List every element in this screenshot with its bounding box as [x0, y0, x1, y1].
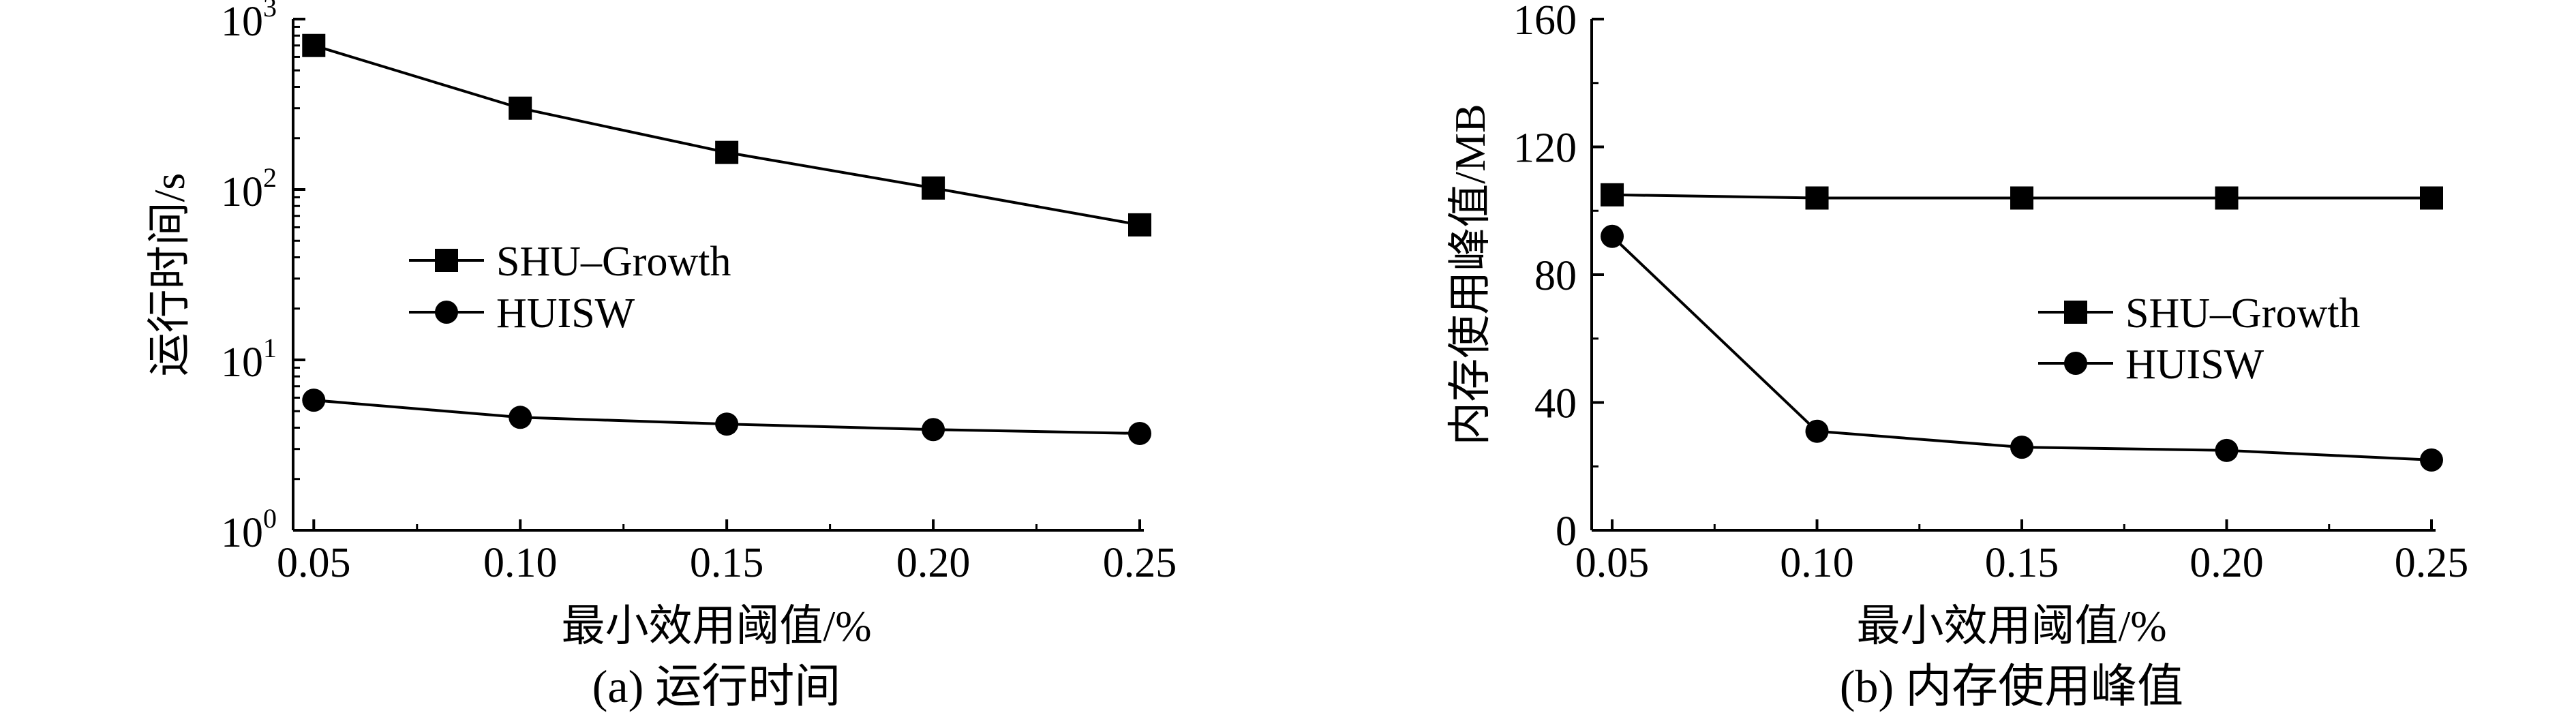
- legend-label: SHU–Growth: [496, 239, 731, 285]
- x-tick-label: 0.15: [1985, 540, 2059, 586]
- data-point-square: [2420, 186, 2443, 210]
- data-point-circle: [2420, 448, 2443, 472]
- data-point-square: [1805, 186, 1829, 210]
- y-tick-exponent: 3: [263, 0, 277, 22]
- data-point-circle: [509, 406, 532, 429]
- y-tick-label: 40: [1534, 381, 1577, 427]
- x-axis-label: 最小效用阈值/%: [1856, 602, 2166, 650]
- y-tick-base: 10: [221, 0, 263, 45]
- y-tick-base: 10: [221, 339, 263, 386]
- y-tick-label: 102: [221, 162, 277, 215]
- data-point-square: [922, 176, 945, 200]
- y-tick-base: 10: [221, 169, 263, 215]
- legend-marker-square: [435, 249, 458, 272]
- y-tick-label: 101: [221, 333, 277, 386]
- y-tick-label: 120: [1513, 125, 1577, 172]
- y-tick-exponent: 2: [263, 162, 277, 193]
- series-huisw: [1601, 224, 2443, 472]
- data-point-circle: [302, 389, 326, 412]
- y-axis-label: 内存使用峰值/MB: [1446, 104, 1494, 445]
- y-tick-label: 100: [221, 503, 277, 556]
- series-shu-growth: [302, 33, 1151, 237]
- chart-panel-a: 0.05 0.10 0.15 0.20 0.25100101102103最小效用阈值/%…: [145, 0, 1177, 712]
- legend-label: SHU–Growth: [2125, 290, 2360, 337]
- y-tick-label: 160: [1513, 0, 1577, 44]
- x-tick-label: 0.25: [2395, 540, 2469, 586]
- y-tick-label: 80: [1534, 253, 1577, 299]
- data-point-square: [1128, 213, 1151, 237]
- y-tick-exponent: 1: [263, 333, 277, 363]
- y-tick-label: 103: [221, 0, 277, 45]
- series-line: [313, 44, 1140, 226]
- data-point-circle: [1805, 419, 1829, 443]
- data-point-square: [509, 96, 532, 120]
- y-tick-label: 0: [1556, 508, 1577, 555]
- data-point-circle: [2010, 436, 2034, 459]
- x-axis-label: 最小效用阈值/%: [561, 602, 871, 650]
- data-point-circle: [922, 418, 945, 442]
- data-point-circle: [1601, 224, 1624, 248]
- y-axis-label: 运行时间/s: [145, 173, 194, 377]
- data-point-square: [2215, 186, 2239, 210]
- caption: (a) 运行时间: [592, 660, 840, 712]
- data-point-square: [2010, 186, 2034, 210]
- series-huisw: [302, 389, 1151, 445]
- x-tick-label: 0.10: [483, 540, 558, 586]
- data-point-circle: [715, 412, 739, 436]
- x-tick-label: 0.05: [1575, 540, 1650, 586]
- x-tick-label: 0.15: [690, 540, 764, 586]
- legend-marker-square: [2064, 301, 2087, 324]
- x-tick-label: 0.25: [1103, 540, 1177, 586]
- y-tick-base: 10: [221, 510, 263, 556]
- caption: (b) 内存使用峰值: [1840, 660, 2183, 712]
- data-point-circle: [2215, 438, 2239, 462]
- chart-panel-b: 0.05 0.10 0.15 0.20 0.25 0 40 80 120 160 最小效用阈值/% 内…: [1446, 0, 2468, 712]
- data-point-square: [1601, 183, 1624, 207]
- legend-marker-circle: [435, 301, 458, 324]
- series-shu-growth: [1601, 183, 2443, 210]
- data-point-square: [715, 140, 739, 164]
- legend: SHU–Growth HUISW: [409, 239, 731, 337]
- data-point-square: [302, 33, 326, 57]
- data-point-circle: [1128, 421, 1151, 445]
- x-tick-label: 0.10: [1780, 540, 1854, 586]
- x-tick-label: 0.20: [2189, 540, 2264, 586]
- legend-label: HUISW: [496, 290, 635, 337]
- legend-label: HUISW: [2125, 341, 2264, 388]
- y-tick-exponent: 0: [263, 503, 277, 534]
- x-tick-label: 0.05: [277, 540, 351, 586]
- legend-marker-circle: [2064, 352, 2087, 375]
- x-tick-label: 0.20: [896, 540, 971, 586]
- series-line: [1611, 235, 2432, 461]
